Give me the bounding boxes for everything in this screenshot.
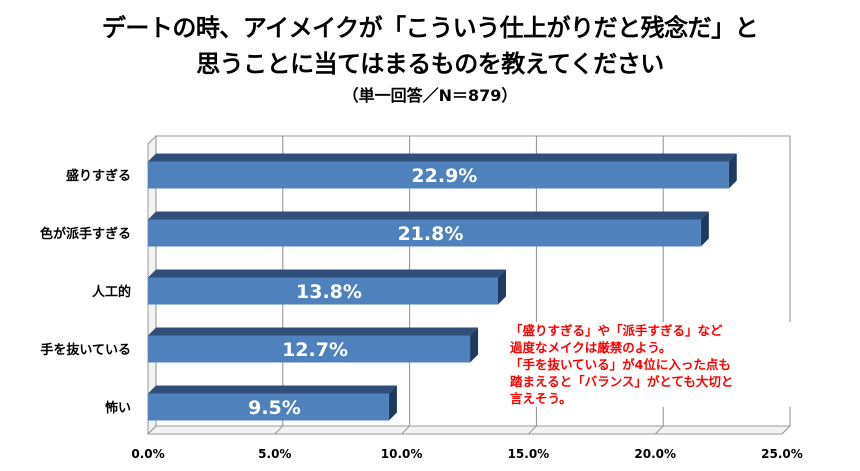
annotation-line: 言えそう。 — [510, 391, 572, 406]
bar-side-face — [728, 153, 737, 189]
gridline-floor — [401, 425, 410, 435]
bar-side-face — [470, 327, 479, 363]
bar — [148, 161, 729, 189]
chart-title-line-2: 思うことに当てはまるものを教えてください — [196, 50, 664, 78]
x-tick-label: 20.0% — [634, 447, 676, 461]
bar-value-label: 13.8% — [296, 281, 362, 303]
chart-annotation: 「盛りすぎる」や「派手すぎる」など 過度なメイクは厳禁のよう。 「手を抜いている… — [510, 322, 810, 407]
x-tick-label: 10.0% — [381, 447, 423, 461]
chart-subtitle: （単一回答／N＝879） — [342, 86, 518, 105]
bar-top-face — [148, 211, 709, 220]
bar-value-label: 12.7% — [282, 339, 348, 361]
annotation-line: 「盛りすぎる」や「派手すぎる」など — [510, 323, 723, 338]
annotation-line: 過度なメイクは厳禁のよう。 — [510, 340, 672, 355]
category-label: 色が派手すぎる — [40, 226, 131, 242]
bar-value-label: 9.5% — [248, 397, 301, 419]
plot-floor — [146, 425, 792, 435]
gridline-floor — [147, 425, 157, 435]
bar — [148, 335, 471, 363]
bar-top-face — [148, 327, 479, 336]
gridline-floor — [654, 425, 664, 435]
bar — [148, 393, 389, 421]
category-label: 盛りすぎる — [66, 168, 131, 184]
x-tick-label: 25.0% — [761, 447, 803, 461]
bar-top-face — [148, 153, 737, 162]
bar-side-face — [388, 385, 397, 421]
bar — [148, 277, 498, 305]
category-label: 人工的 — [92, 284, 131, 300]
gridline-floor — [781, 425, 791, 435]
bar-top-face — [148, 385, 397, 394]
category-label: 手を抜いている — [40, 342, 131, 358]
x-tick-label: 0.0% — [131, 447, 164, 461]
bar-value-label: 21.8% — [397, 223, 463, 245]
bar-value-label: 22.9% — [411, 165, 477, 187]
bar-side-face — [497, 269, 506, 305]
annotation-line: 踏まえると「バランス」がとても大切と — [510, 374, 734, 389]
bar — [148, 219, 701, 247]
x-tick-label: 15.0% — [508, 447, 550, 461]
bar-top-face — [148, 269, 506, 278]
bar-side-face — [700, 211, 709, 247]
gridline-floor — [274, 425, 284, 435]
gridline-floor — [528, 425, 537, 435]
category-label: 怖い — [105, 400, 131, 416]
chart-title-line-1: デートの時、アイメイクが「こういう仕上がりだと残念だ」と — [101, 14, 759, 42]
x-tick-label: 5.0% — [258, 447, 291, 461]
annotation-line: 「手を抜いている」が4位に入った点も — [510, 357, 731, 372]
